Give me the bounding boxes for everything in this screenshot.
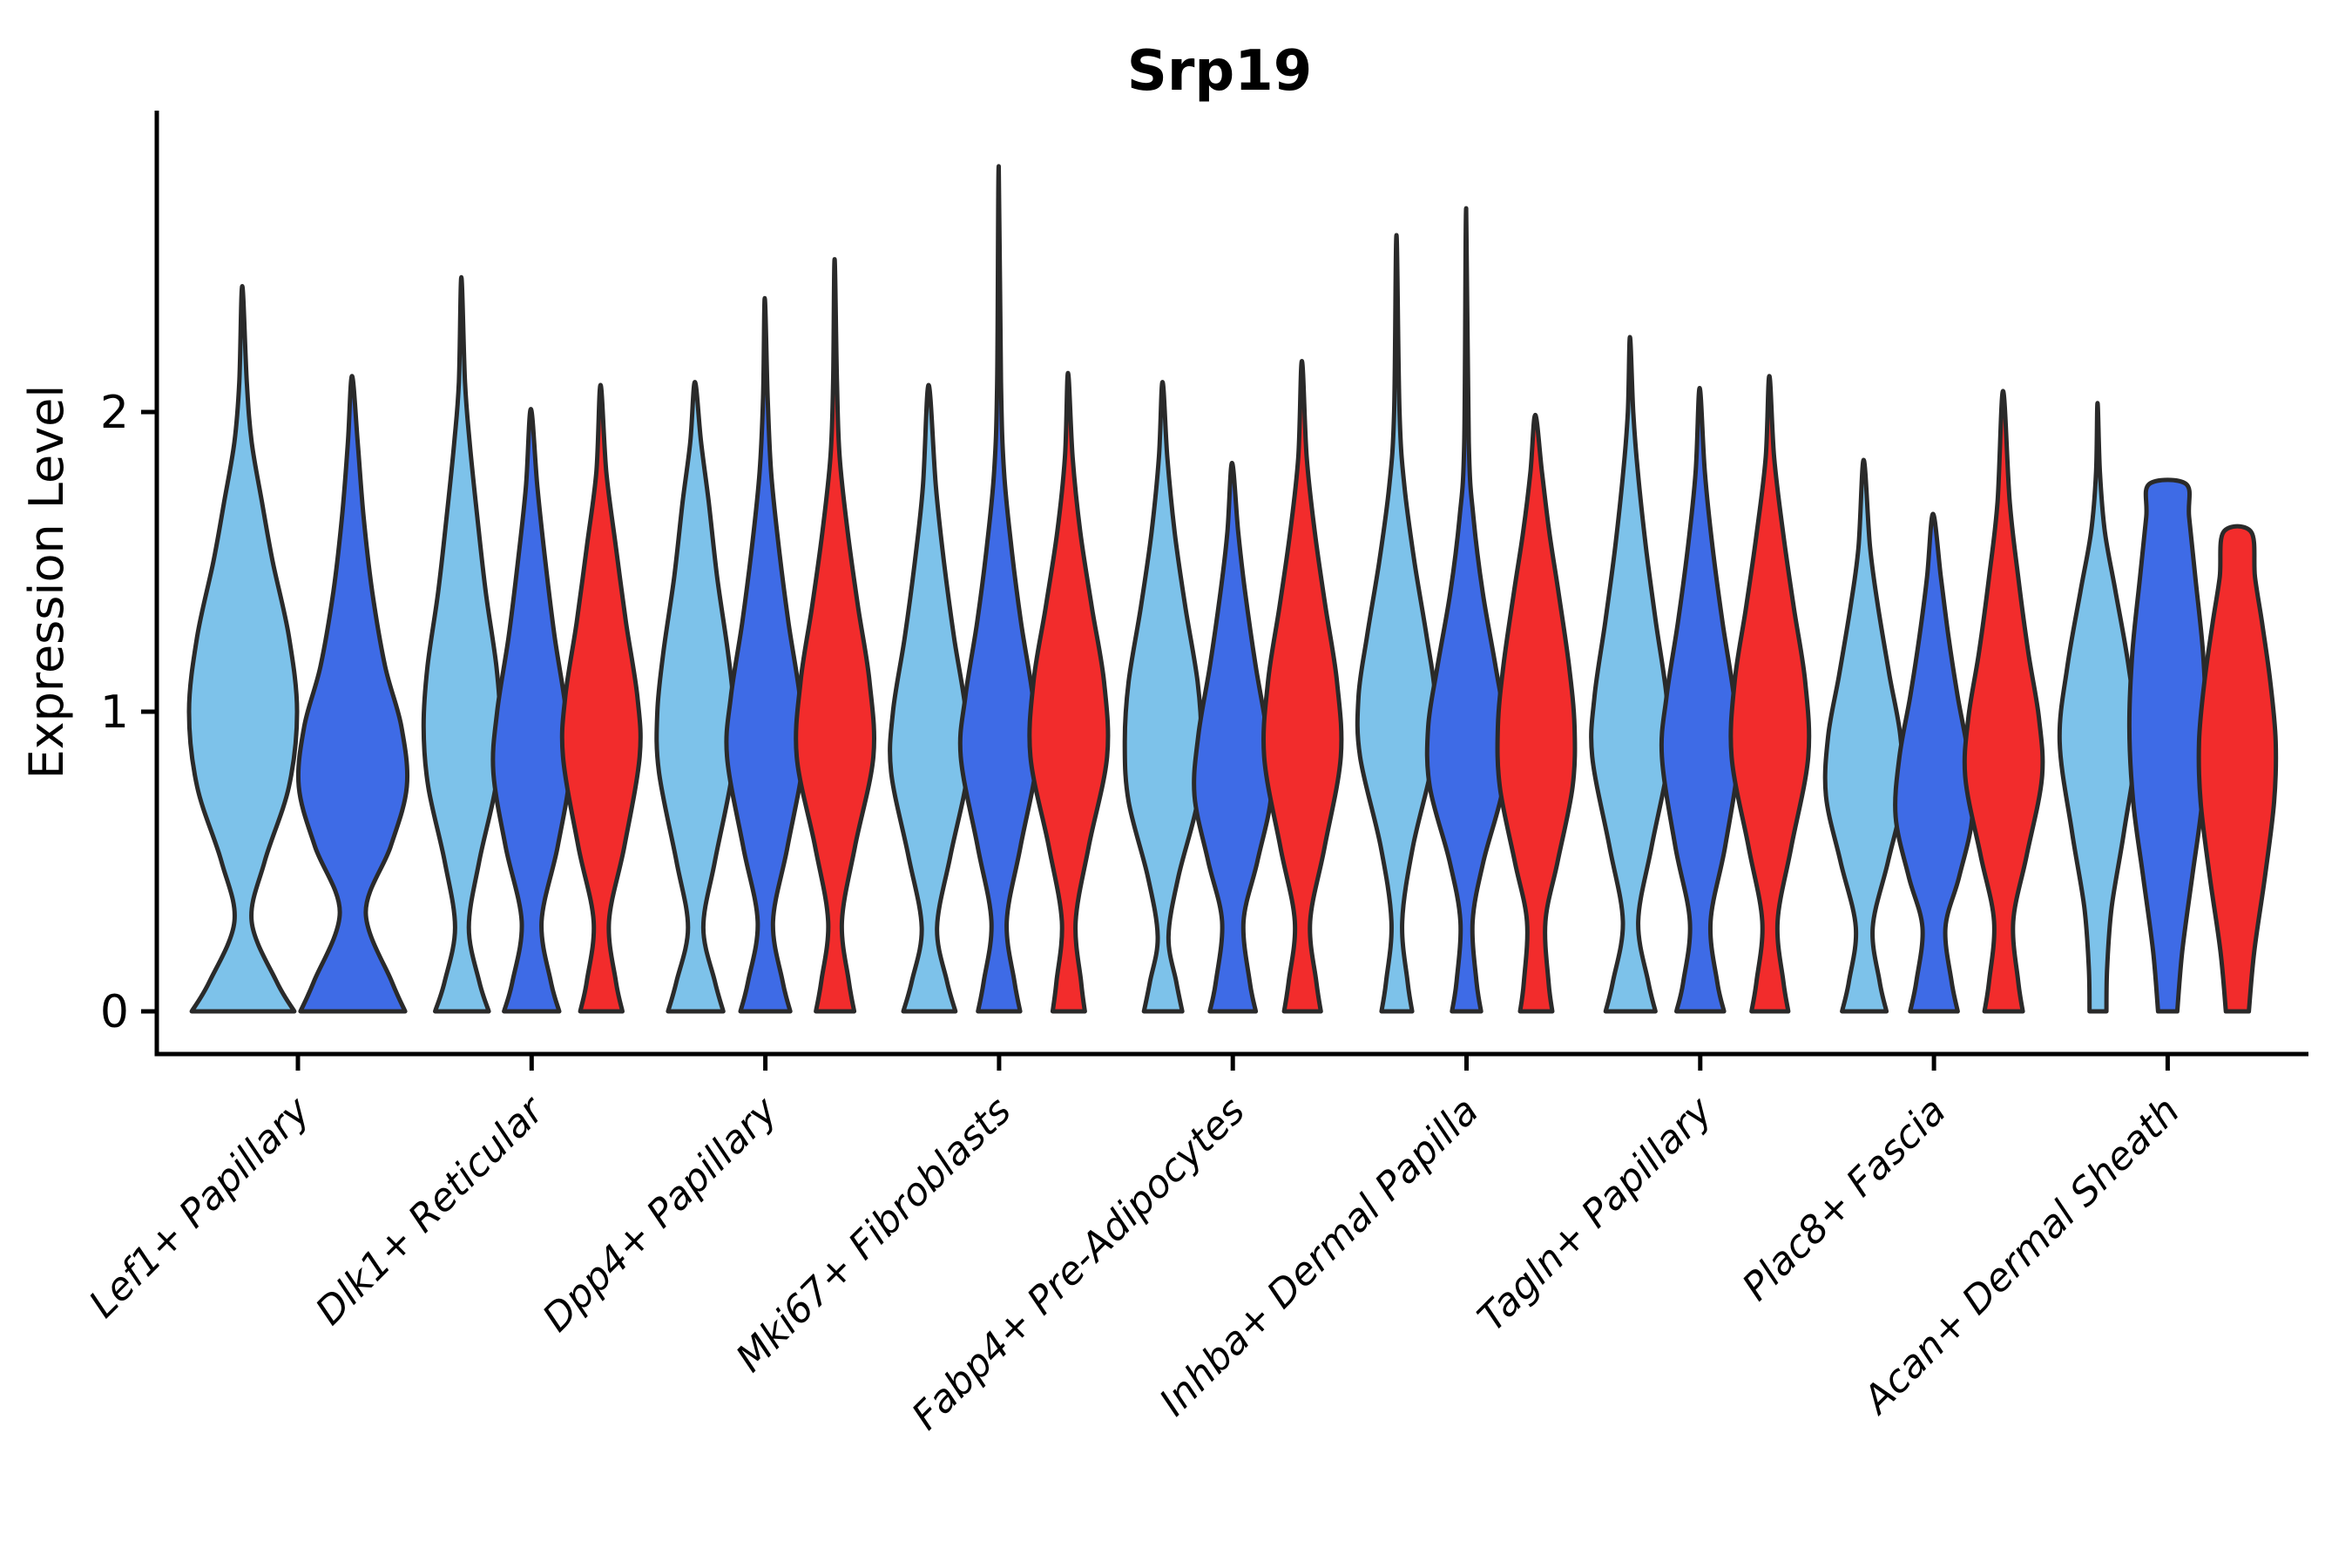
violin-mki67-light_blue [888, 382, 971, 1014]
violin-dlk1-dark_blue [490, 407, 573, 1014]
violin-fabp4-red [1260, 359, 1344, 1014]
violin-mki67-red [1027, 370, 1111, 1014]
violin-mki67-dark_blue [957, 164, 1041, 1014]
violin-dpp4-dark_blue [724, 295, 807, 1014]
violin-plac8-dark_blue [1893, 511, 1976, 1014]
violin-inhba-red [1495, 412, 1578, 1014]
y-tick-label: 0 [100, 986, 129, 1038]
violin-fabp4-light_blue [1122, 380, 1204, 1014]
violin-dlk1-red [559, 382, 643, 1014]
violin-tagln-light_blue [1589, 335, 1673, 1014]
violin-inhba-light_blue [1355, 233, 1439, 1014]
violin-acan-dark_blue [2126, 477, 2208, 1014]
x-tick-label: Plac8+ Fascia [1734, 1089, 1954, 1309]
x-tick-label: Dpp4+ Papillary [534, 1088, 787, 1341]
x-tick-label: Lef1+ Papillary [81, 1088, 320, 1327]
violin-tagln-dark_blue [1659, 386, 1741, 1014]
violin-plac8-red [1962, 389, 2045, 1014]
x-tick-label: Tagln+ Papillary [1470, 1088, 1721, 1340]
violin-acan-red [2196, 524, 2279, 1014]
violin-plac8-light_blue [1822, 457, 1906, 1014]
violin-dlk1-light_blue [421, 274, 503, 1014]
plot-title: Srp19 [1127, 39, 1313, 104]
y-tick-label: 2 [100, 387, 129, 439]
y-tick-label: 1 [100, 686, 129, 739]
violin-lef1-light_blue [186, 284, 300, 1014]
violin-series [186, 164, 2279, 1014]
violin-inhba-dark_blue [1424, 206, 1509, 1014]
y-axis-ticks: 0 1 2 [100, 387, 157, 1038]
violin-lef1-dark_blue [295, 374, 410, 1014]
violin-fabp4-dark_blue [1192, 461, 1274, 1014]
violin-acan-light_blue [2057, 401, 2139, 1014]
violin-tagln-red [1728, 374, 1812, 1014]
y-axis-label: Expression Level [19, 385, 74, 780]
violin-dpp4-light_blue [654, 380, 737, 1014]
x-tick-label: Dlk1+ Reticular [308, 1087, 554, 1334]
violin-dpp4-red [794, 257, 876, 1014]
